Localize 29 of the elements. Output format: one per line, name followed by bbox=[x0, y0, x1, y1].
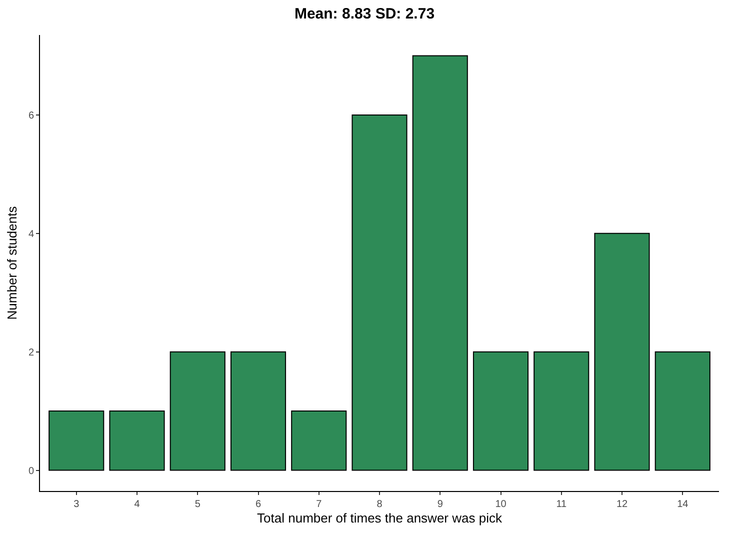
x-tick-label: 6 bbox=[255, 499, 262, 510]
bar bbox=[291, 410, 347, 471]
x-tick-label: 8 bbox=[376, 499, 383, 510]
bar bbox=[654, 351, 710, 471]
x-axis-title: Total number of times the answer was pick bbox=[257, 510, 502, 526]
y-tick-label: 6 bbox=[28, 110, 34, 122]
y-tick-label: 0 bbox=[28, 466, 34, 477]
chart-title: Mean: 8.83 SD: 2.73 bbox=[294, 5, 435, 22]
bar bbox=[170, 351, 226, 471]
x-tick-label: 9 bbox=[437, 499, 444, 510]
bar bbox=[534, 351, 590, 471]
x-tick-label: 11 bbox=[556, 499, 568, 510]
bar bbox=[109, 410, 165, 471]
y-tick-label: 4 bbox=[28, 228, 34, 240]
bar bbox=[594, 232, 650, 471]
x-tick-label: 5 bbox=[194, 499, 201, 510]
x-tick-label: 10 bbox=[495, 499, 507, 510]
x-tick-label: 12 bbox=[616, 499, 628, 510]
x-tick-label: 4 bbox=[134, 499, 140, 510]
bar bbox=[230, 351, 286, 471]
y-axis-title: Number of students bbox=[4, 206, 20, 320]
x-tick-label: 3 bbox=[74, 499, 80, 510]
y-tick-label: 2 bbox=[28, 347, 34, 358]
x-tick-label: 7 bbox=[316, 499, 322, 510]
bar bbox=[472, 351, 529, 471]
bar bbox=[412, 55, 468, 471]
bar bbox=[352, 114, 408, 471]
x-tick-label: 14 bbox=[677, 499, 689, 510]
bar bbox=[48, 410, 104, 471]
